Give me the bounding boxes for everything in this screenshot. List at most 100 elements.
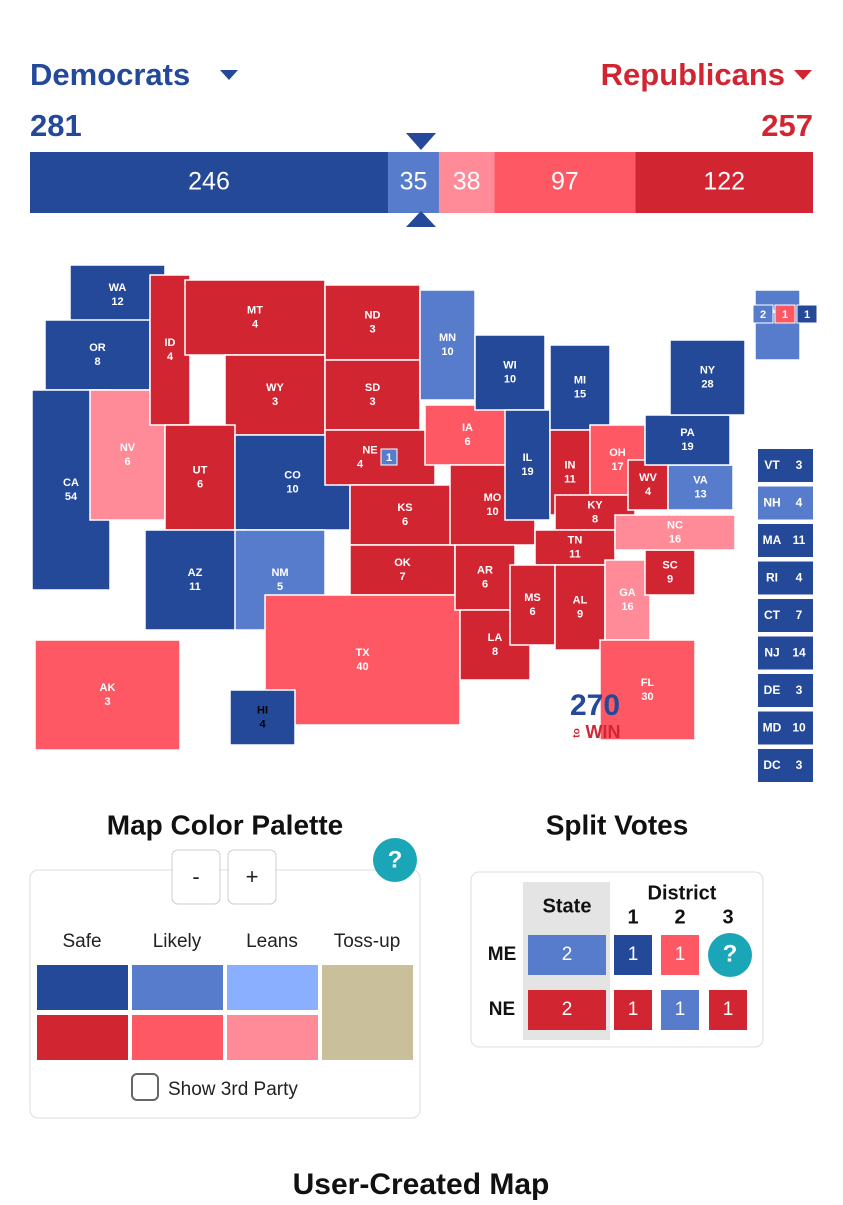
- help-button[interactable]: [708, 933, 752, 977]
- state-abbr: WY: [266, 382, 284, 394]
- state-ev: 4: [796, 496, 803, 510]
- state[interactable]: [454, 544, 516, 611]
- state-ev: 19: [521, 466, 533, 478]
- button-label[interactable]: -: [192, 864, 199, 889]
- state[interactable]: [349, 484, 461, 546]
- state[interactable]: [604, 559, 651, 641]
- state[interactable]: [324, 429, 436, 486]
- state-ev: 6: [402, 516, 408, 528]
- state-ev: 4: [252, 318, 259, 330]
- state-ev: 4: [259, 718, 266, 730]
- split-cell[interactable]: [661, 990, 699, 1030]
- state-abbr: WV: [639, 472, 657, 484]
- state-abbr: RI: [766, 571, 778, 585]
- split-box[interactable]: [796, 304, 818, 324]
- state-abbr: NC: [667, 519, 683, 531]
- state-ev: 3: [796, 683, 803, 697]
- state-abbr: IA: [462, 422, 473, 434]
- state[interactable]: [614, 514, 736, 551]
- button[interactable]: [227, 849, 277, 905]
- dropdown-arrow[interactable]: [220, 70, 238, 80]
- state[interactable]: [34, 639, 181, 751]
- state[interactable]: [504, 409, 551, 521]
- small-state[interactable]: [758, 561, 813, 595]
- small-state[interactable]: [758, 599, 813, 632]
- button-label[interactable]: +: [246, 864, 259, 889]
- split-cell[interactable]: [528, 990, 606, 1030]
- help-button[interactable]: [373, 838, 417, 882]
- small-state[interactable]: [758, 449, 813, 482]
- split-box[interactable]: [752, 304, 774, 324]
- small-state[interactable]: [758, 749, 813, 782]
- split-cell[interactable]: [528, 935, 606, 975]
- state-ev: 3: [796, 758, 803, 772]
- state-ev: 6: [124, 456, 130, 468]
- column-header: 1: [627, 906, 638, 928]
- state-ev: 12: [111, 296, 123, 308]
- state-abbr: TX: [355, 647, 370, 659]
- color-swatch[interactable]: [132, 1015, 223, 1060]
- state-ev: 4: [167, 351, 174, 363]
- bar-segment: [388, 152, 439, 213]
- small-state[interactable]: [758, 674, 813, 707]
- state-ev: 15: [574, 388, 586, 400]
- state[interactable]: [667, 464, 734, 511]
- help-icon[interactable]: ?: [388, 846, 403, 873]
- split-box[interactable]: [380, 448, 398, 466]
- checkbox[interactable]: [131, 1073, 159, 1101]
- state[interactable]: [554, 564, 606, 651]
- state[interactable]: [599, 639, 696, 741]
- state-ev: 10: [504, 373, 516, 385]
- small-state[interactable]: [758, 711, 813, 745]
- color-swatch[interactable]: [132, 965, 223, 1010]
- state[interactable]: [144, 529, 246, 631]
- column-header: 3: [722, 906, 733, 928]
- rep-name[interactable]: Republicans: [601, 57, 785, 92]
- state[interactable]: [324, 359, 421, 431]
- small-state[interactable]: [758, 524, 813, 557]
- state[interactable]: [349, 544, 456, 596]
- color-swatch[interactable]: [37, 965, 128, 1010]
- state[interactable]: [509, 564, 556, 646]
- state-abbr: TN: [568, 534, 583, 546]
- state[interactable]: [474, 334, 546, 411]
- state-abbr: UT: [193, 464, 208, 476]
- split-cell[interactable]: [709, 990, 747, 1030]
- logo-to: to: [572, 728, 583, 737]
- state-ev: 3: [272, 396, 278, 408]
- button[interactable]: [171, 849, 221, 905]
- small-state[interactable]: [758, 486, 813, 520]
- bar-value: 35: [400, 168, 428, 196]
- state[interactable]: [419, 289, 476, 401]
- dropdown-arrow[interactable]: [794, 70, 812, 80]
- state-abbr: MD: [763, 721, 782, 735]
- state-abbr: WI: [503, 359, 516, 371]
- dem-name[interactable]: Democrats: [30, 57, 190, 92]
- state[interactable]: [549, 344, 611, 431]
- state[interactable]: [754, 289, 801, 361]
- state-abbr: IN: [565, 459, 576, 471]
- midpoint-marker: [406, 133, 436, 150]
- state-ev: 7: [399, 571, 405, 583]
- color-swatch[interactable]: [227, 1015, 318, 1060]
- small-state[interactable]: [758, 636, 813, 670]
- color-swatch[interactable]: [37, 1015, 128, 1060]
- state[interactable]: [534, 529, 616, 566]
- state[interactable]: [669, 339, 746, 416]
- color-swatch[interactable]: [322, 965, 413, 1060]
- split-cell[interactable]: [614, 935, 652, 975]
- state[interactable]: [644, 414, 731, 466]
- state[interactable]: [164, 424, 236, 531]
- color-swatch[interactable]: [227, 965, 318, 1010]
- split-box[interactable]: [774, 304, 796, 324]
- state[interactable]: [424, 404, 511, 466]
- state[interactable]: [229, 689, 296, 746]
- split-cell[interactable]: [614, 990, 652, 1030]
- split-value: 2: [562, 999, 573, 1020]
- state[interactable]: [627, 459, 669, 511]
- split-cell[interactable]: [661, 935, 699, 975]
- state-abbr: MS: [524, 592, 541, 604]
- state[interactable]: [324, 284, 421, 361]
- state[interactable]: [69, 264, 166, 326]
